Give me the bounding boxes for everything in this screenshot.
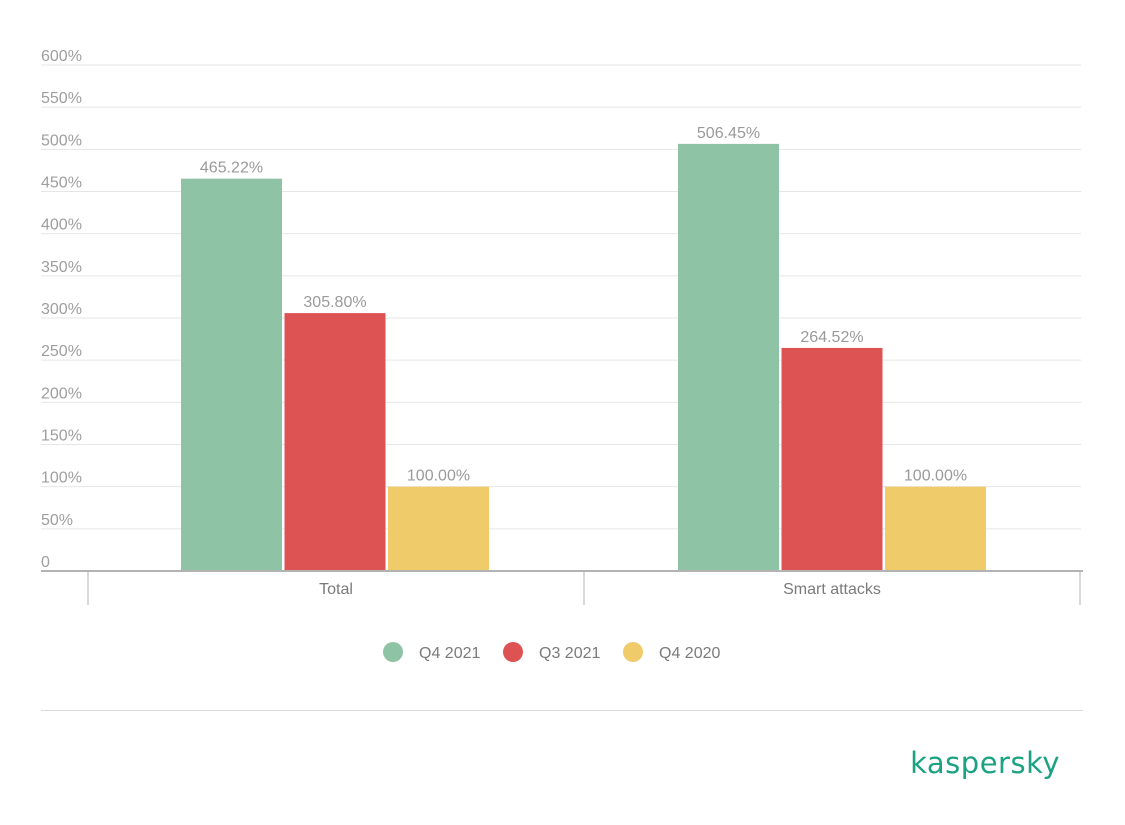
legend-label: Q4 2020 xyxy=(659,645,720,662)
data-label: 100.00% xyxy=(407,468,470,485)
y-tick-label: 200% xyxy=(41,385,82,402)
legend-swatch xyxy=(383,642,403,662)
y-tick-label: 350% xyxy=(41,259,82,276)
bar xyxy=(388,486,489,571)
y-tick-label: 550% xyxy=(41,90,82,107)
x-tick-label: Smart attacks xyxy=(783,581,881,598)
x-axis: Total Smart attacks xyxy=(41,570,1083,605)
data-label: 465.22% xyxy=(200,160,263,177)
y-tick-label: 300% xyxy=(41,301,82,318)
bar xyxy=(181,178,282,571)
y-tick-label: 500% xyxy=(41,132,82,149)
bars xyxy=(181,143,986,571)
y-tick-label: 150% xyxy=(41,428,82,445)
y-tick-label: 400% xyxy=(41,217,82,234)
y-tick-label: 0 xyxy=(41,554,50,571)
data-label: 264.52% xyxy=(800,329,863,346)
footer-divider xyxy=(41,710,1083,711)
legend-label: Q3 2021 xyxy=(539,645,600,662)
legend-label: Q4 2021 xyxy=(419,645,480,662)
legend-swatch xyxy=(503,642,523,662)
data-label: 305.80% xyxy=(303,294,366,311)
bar xyxy=(284,313,386,571)
data-label: 100.00% xyxy=(904,468,967,485)
bar-chart: 0 50% 100% 150% 200% 250% 300% 350% 400% 450% 500%… xyxy=(41,48,1083,662)
y-tick-label: 600% xyxy=(41,48,82,65)
legend: Q4 2021 Q3 2021 Q4 2020 xyxy=(383,642,720,662)
y-tick-label: 450% xyxy=(41,175,82,192)
y-axis: 0 50% 100% 150% 200% 250% 300% 350% 400% 450% 500%… xyxy=(41,48,82,571)
kaspersky-logo: kaspersky xyxy=(910,746,1060,780)
y-tick-label: 50% xyxy=(41,512,73,529)
legend-swatch xyxy=(623,642,643,662)
bar xyxy=(678,143,779,571)
bar xyxy=(885,486,986,571)
bar xyxy=(781,347,883,571)
data-label: 506.45% xyxy=(697,125,760,142)
x-tick-label: Total xyxy=(319,581,353,598)
data-labels: 465.22% 305.80% 100.00% 506.45% 264.52% 100.0… xyxy=(200,125,967,485)
y-tick-label: 100% xyxy=(41,470,82,487)
y-tick-label: 250% xyxy=(41,343,82,360)
